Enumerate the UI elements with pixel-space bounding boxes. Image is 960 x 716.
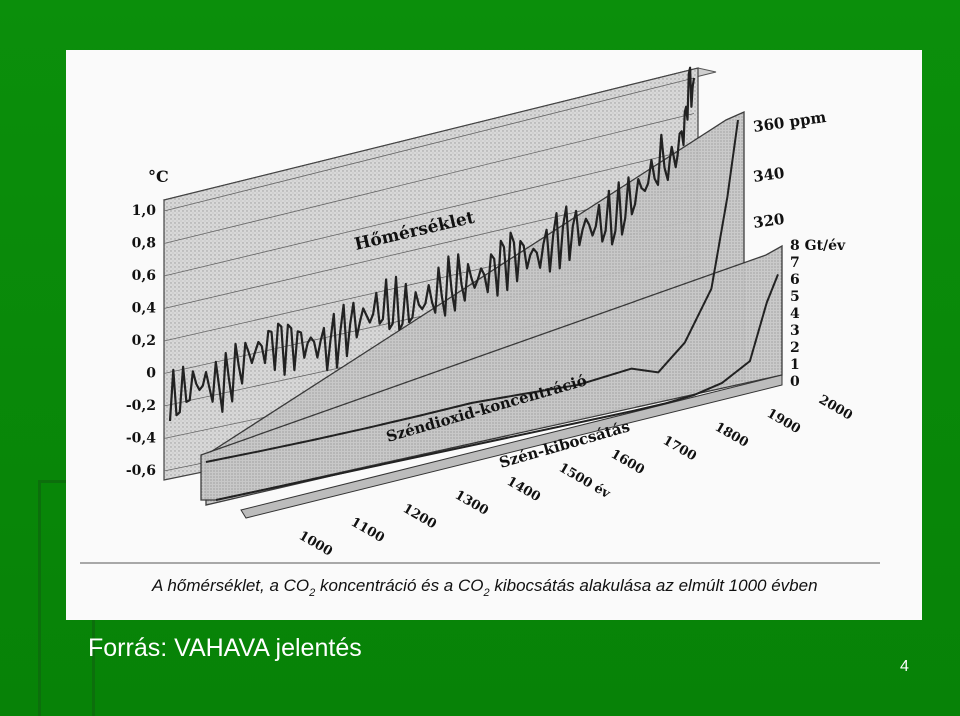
temperature-series-line [168,66,696,422]
temperature-unit-label: °C [148,167,169,186]
decor-line [38,480,41,716]
series-layer [168,66,779,501]
co2-concentration-axis: 360 ppm 340 320 [752,108,827,232]
temperature-tick-label: 1,0 [132,203,157,219]
year-tick-label: 1400 [504,474,543,505]
temperature-tick-label: 0 [146,366,156,382]
temperature-tick-label: 0,6 [132,268,156,284]
year-tick-label: 1800 [712,420,751,451]
carbon-emission-tick-label: 3 [790,323,800,339]
co2-concentration-tick-label: 340 [752,164,786,186]
decor-line [92,600,95,716]
co2-concentration-tick-label: 320 [752,210,786,232]
temperature-tick-label: -0,2 [126,398,156,414]
chart-svg: °C 1,00,80,60,40,20-0,2-0,4-0,6 360 ppm3… [80,66,880,599]
temperature-tick-label: 0,2 [132,333,156,349]
chart-caption: A hőmérséklet, a CO2 koncentráció és a C… [151,576,818,599]
year-tick-label: 1900 [764,406,803,437]
carbon-emission-tick-label: 8 Gt/év [790,238,846,254]
carbon-emission-tick-label: 4 [790,306,800,322]
carbon-emission-tick-label: 6 [790,272,800,288]
chart-panel: °C 1,0 0,8 0,6 0,4 0,2 0 -0,2 -0,4 -0,6 360 ppm 3… [66,50,922,620]
carbon-emission-base [240,374,783,519]
decor-line [38,480,78,483]
year-tick-label: 1300 [452,488,491,519]
temperature-tick-label: 0,4 [132,301,157,317]
carbon-emission-tick-label: 7 [790,255,800,271]
carbon-emission-tick-label: 1 [790,357,800,373]
temperature-tick-label: 0,8 [132,236,156,252]
temperature-gridline [163,148,695,277]
carbon-emission-tick-label: 5 [790,289,800,305]
temperature-tick-label: -0,6 [126,463,156,479]
carbon-emission-tick-label: 2 [790,340,800,356]
carbon-emission-tick-label: 0 [790,374,800,390]
temperature-gridline [163,113,695,244]
co2-concentration-tick-label: 360 ppm [752,108,827,136]
year-tick-label: 1700 [660,433,699,464]
year-tick-label: 1100 [348,515,387,546]
source-label: Forrás: VAHAVA jelentés [88,634,362,662]
year-tick-label: 1600 [608,447,647,478]
year-tick-label: 2000 [816,392,855,423]
temperature-gridline [163,77,695,212]
temperature-tick-label: -0,4 [126,431,156,447]
year-tick-label: 1200 [400,501,439,532]
co2-concentration-series-line [205,119,739,463]
page-number: 4 [900,658,909,675]
year-tick-label: 1500 év [556,460,613,501]
temperature-axis: °C 1,0 0,8 0,6 0,4 0,2 0 -0,2 -0,4 -0,6 [126,167,169,479]
carbon-emission-series-line [215,274,779,501]
year-tick-label: 1000 [296,528,335,559]
